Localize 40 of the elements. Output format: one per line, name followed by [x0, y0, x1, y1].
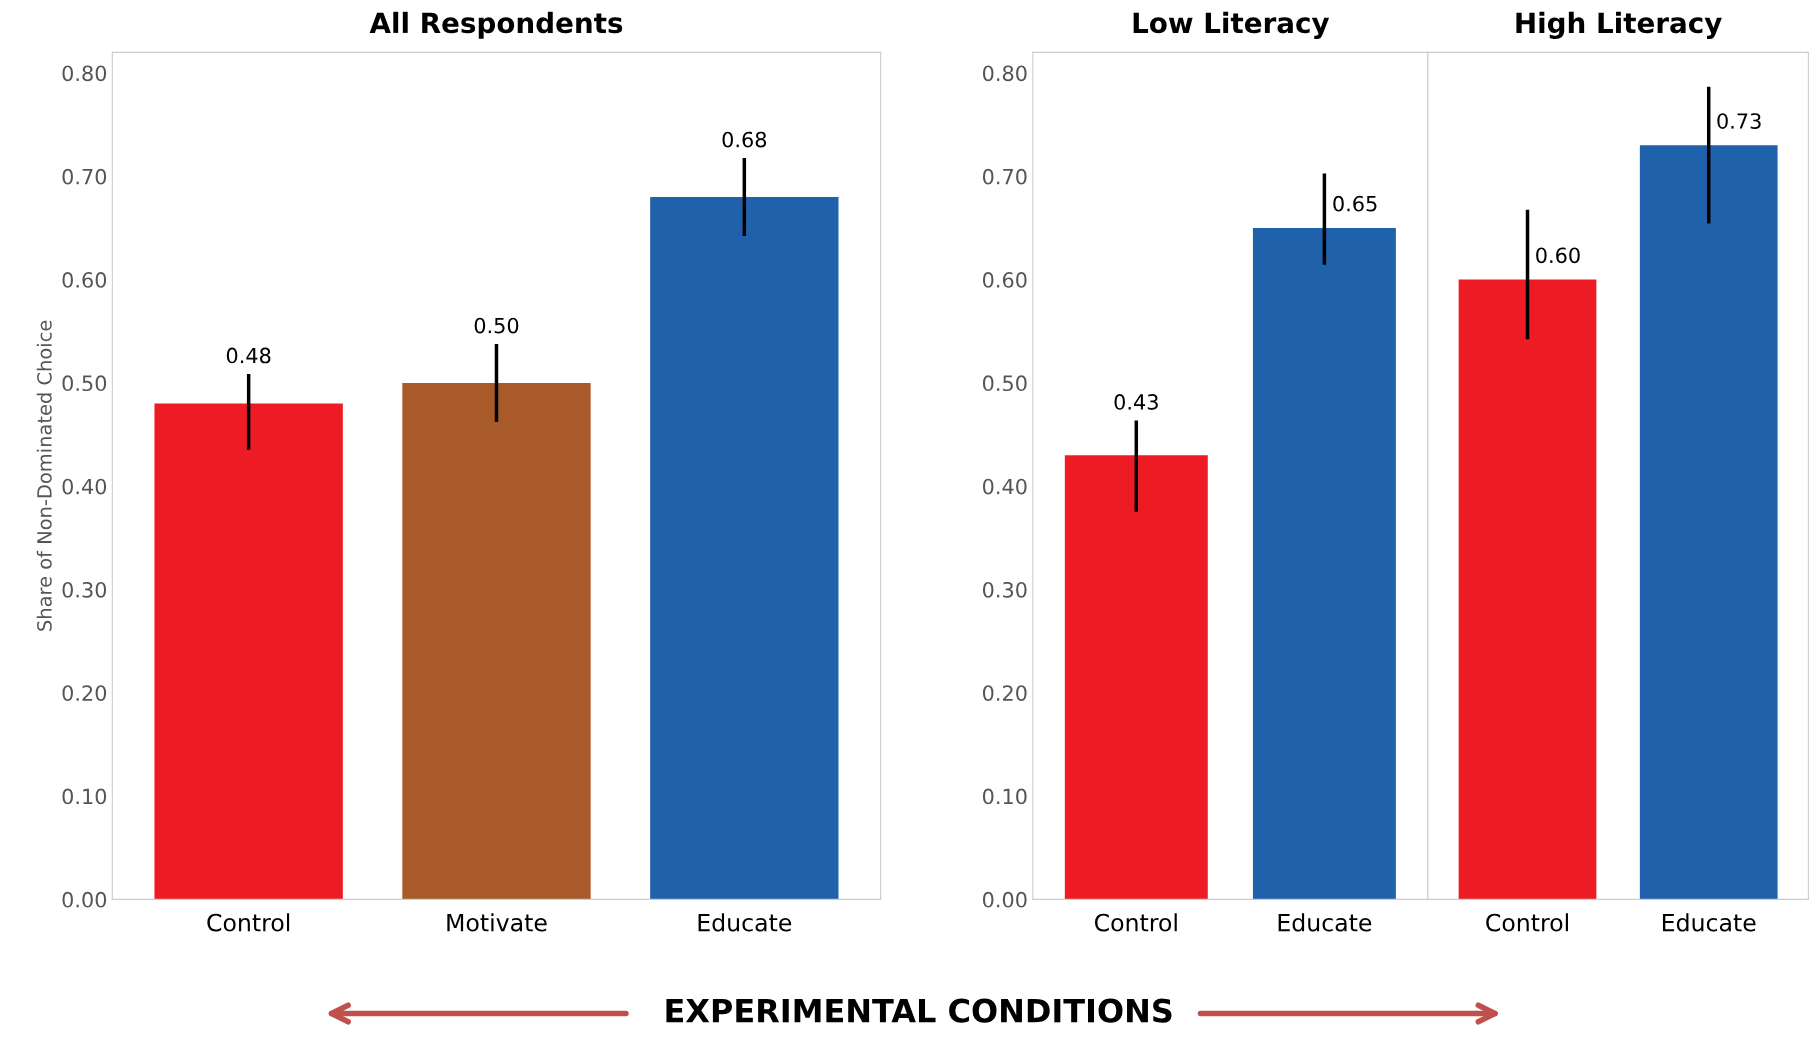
y-tick-label: 0.30 — [62, 581, 107, 598]
data-label: 0.65 — [1333, 195, 1377, 212]
y-tick-label: 0.40 — [982, 478, 1027, 495]
y-axis-title: Share of Non-Dominated Choice — [36, 320, 52, 631]
y-tick-label: 0.80 — [982, 65, 1027, 82]
x-tick-label: Control — [1094, 913, 1177, 932]
y-tick-label: 0.20 — [62, 685, 107, 701]
chart-title: Low Literacy — [1133, 11, 1330, 39]
bar — [402, 382, 591, 900]
data-label: 0.48 — [226, 347, 271, 364]
y-tick-label: 0.50 — [62, 375, 107, 392]
data-label: 0.43 — [1114, 394, 1158, 410]
x-tick-label: Motivate — [447, 913, 547, 932]
y-tick-label: 0.40 — [62, 478, 107, 495]
x-tick-label: Control — [1486, 913, 1568, 932]
data-label: 0.60 — [1536, 247, 1580, 264]
y-tick-label: 0.00 — [62, 891, 107, 908]
x-tick-label: Educate — [1662, 913, 1756, 932]
y-tick-label: 0.70 — [982, 168, 1027, 185]
y-tick-label: 0.70 — [62, 168, 107, 185]
data-label: 0.50 — [474, 317, 519, 334]
bar — [154, 403, 343, 900]
x-tick-label: Educate — [1278, 913, 1372, 932]
y-tick-label: 0.60 — [982, 272, 1027, 288]
y-tick-label: 0.00 — [982, 891, 1027, 908]
chart-title: All Respondents — [369, 11, 623, 39]
y-tick-label: 0.30 — [982, 581, 1027, 598]
y-tick-label: 0.80 — [62, 65, 107, 82]
y-tick-label: 0.60 — [62, 272, 107, 288]
y-tick-label: 0.50 — [982, 375, 1027, 392]
data-label: 0.73 — [1717, 113, 1761, 129]
x-tick-label: Control — [207, 913, 290, 932]
y-tick-label: 0.10 — [62, 788, 107, 805]
x-tick-label: Educate — [698, 913, 792, 932]
chart-title: High Literacy — [1516, 11, 1722, 39]
text: EXPERIMENTAL CONDITIONS — [666, 998, 1172, 1023]
data-label: 0.68 — [722, 131, 767, 148]
y-tick-label: 0.10 — [982, 788, 1027, 805]
y-tick-label: 0.20 — [982, 685, 1027, 701]
bar — [650, 196, 839, 900]
